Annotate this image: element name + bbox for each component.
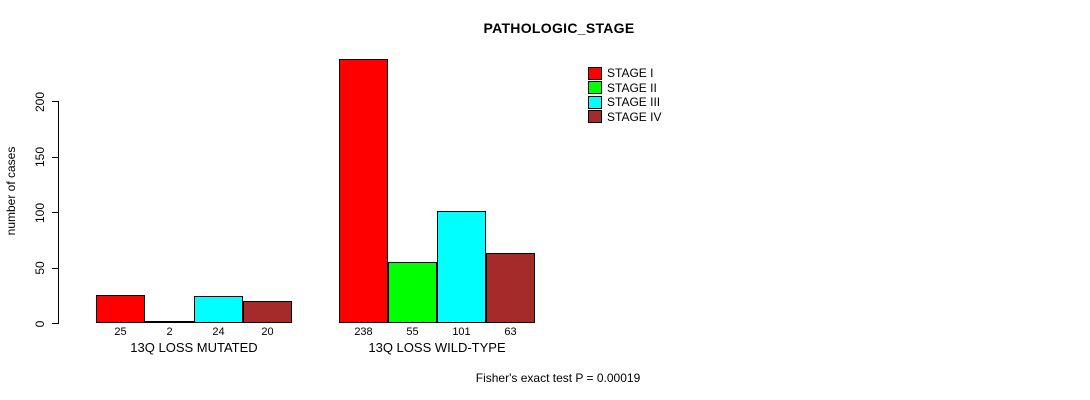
legend-label: STAGE I — [607, 66, 654, 81]
bar-value-label: 101 — [452, 326, 471, 338]
y-axis-tick-label: 200 — [33, 91, 47, 112]
legend-item-stage-ii: STAGE II — [588, 81, 661, 96]
y-axis-tick-label: 150 — [33, 146, 47, 168]
bar-value-label: 20 — [261, 326, 274, 338]
legend-label: STAGE III — [607, 95, 661, 110]
bar-stage-iv-13q-loss-mutated — [243, 300, 292, 323]
y-axis-label: number of cases — [4, 146, 18, 236]
legend-swatch-stage-iii — [588, 95, 602, 109]
bar-value-label: 238 — [354, 326, 373, 338]
category-label-13q-loss-mutated: 13Q LOSS MUTATED — [130, 340, 258, 355]
legend-label: STAGE IV — [607, 109, 662, 124]
legend-item-stage-iv: STAGE IV — [588, 110, 661, 125]
legend: STAGE I STAGE II STAGE III STAGE IV — [588, 66, 661, 124]
bar-value-label: 24 — [212, 326, 225, 338]
legend-swatch-stage-i — [588, 66, 602, 80]
y-axis-tick — [52, 156, 59, 158]
legend-item-stage-iii: STAGE III — [588, 95, 661, 110]
legend-item-stage-i: STAGE I — [588, 66, 661, 81]
bar-stage-i-13q-loss-mutated — [96, 295, 145, 323]
y-axis-tick-label: 0 — [33, 320, 47, 327]
bar-value-label: 2 — [166, 326, 173, 338]
y-axis-tick — [52, 323, 59, 324]
category-label-13q-loss-wild-type: 13Q LOSS WILD-TYPE — [368, 340, 506, 355]
y-axis-tick — [52, 267, 59, 269]
bar-value-label: 63 — [504, 326, 517, 338]
y-axis-tick-label: 100 — [33, 202, 47, 223]
legend-swatch-stage-iv — [588, 110, 602, 124]
bar-stage-i-13q-loss-wild-type — [339, 58, 388, 323]
annotation-fisher-test: Fisher's exact test P = 0.00019 — [475, 371, 641, 385]
legend-swatch-stage-ii — [588, 81, 602, 95]
bar-value-label: 25 — [114, 326, 127, 338]
bar-stage-iv-13q-loss-wild-type — [486, 253, 535, 323]
bar-stage-ii-13q-loss-wild-type — [388, 261, 437, 323]
bar-value-label: 55 — [406, 326, 419, 338]
bar-stage-ii-13q-loss-mutated — [145, 320, 194, 323]
legend-label: STAGE II — [607, 80, 657, 95]
bar-stage-iii-13q-loss-mutated — [194, 296, 243, 323]
bar-stage-iii-13q-loss-wild-type — [437, 210, 486, 323]
y-axis-tick — [52, 212, 59, 213]
y-axis-tick-label: 50 — [33, 261, 47, 275]
y-axis-tick — [52, 101, 59, 102]
chart-title: PATHOLOGIC_STAGE — [483, 20, 635, 36]
